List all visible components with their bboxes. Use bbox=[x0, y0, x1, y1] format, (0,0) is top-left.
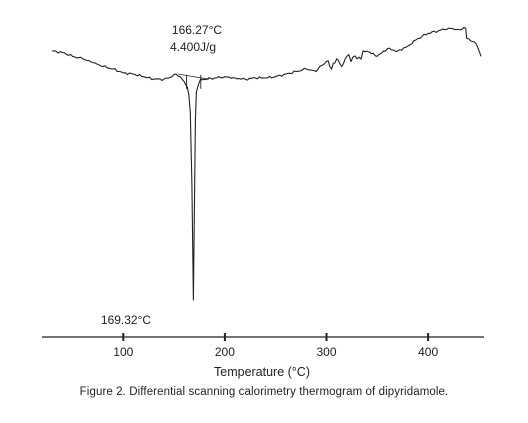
x-tick-label-200: 200 bbox=[215, 345, 235, 359]
chart-annotations: 166.27°C 4.400J/g 169.32°C bbox=[101, 23, 223, 327]
x-tick-label-100: 100 bbox=[113, 345, 133, 359]
dsc-curve bbox=[52, 26, 482, 301]
annotation-2: 169.32°C bbox=[101, 313, 152, 327]
x-axis-ticks: 100 200 300 400 bbox=[113, 333, 438, 359]
x-axis-title: Temperature (°C) bbox=[214, 365, 310, 379]
dsc-thermogram-chart: 100 200 300 400 166.27°C 4.400J/g 169.32°C Te… bbox=[42, 23, 484, 379]
peak-baseline bbox=[178, 73, 209, 80]
figure-caption: Figure 2. Differential scanning calorime… bbox=[79, 386, 449, 398]
x-tick-label-400: 400 bbox=[418, 345, 438, 359]
peak-onset-markers bbox=[178, 73, 209, 89]
annotation-1: 4.400J/g bbox=[170, 40, 216, 54]
annotation-0: 166.27°C bbox=[172, 23, 223, 37]
x-tick-label-300: 300 bbox=[316, 345, 336, 359]
